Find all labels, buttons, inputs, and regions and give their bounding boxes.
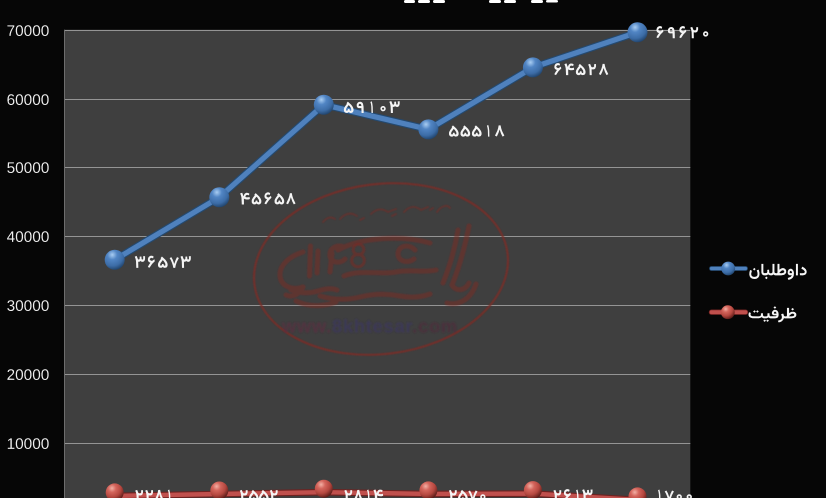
svg-text:www.8khtesar.com: www.8khtesar.com (281, 317, 458, 337)
